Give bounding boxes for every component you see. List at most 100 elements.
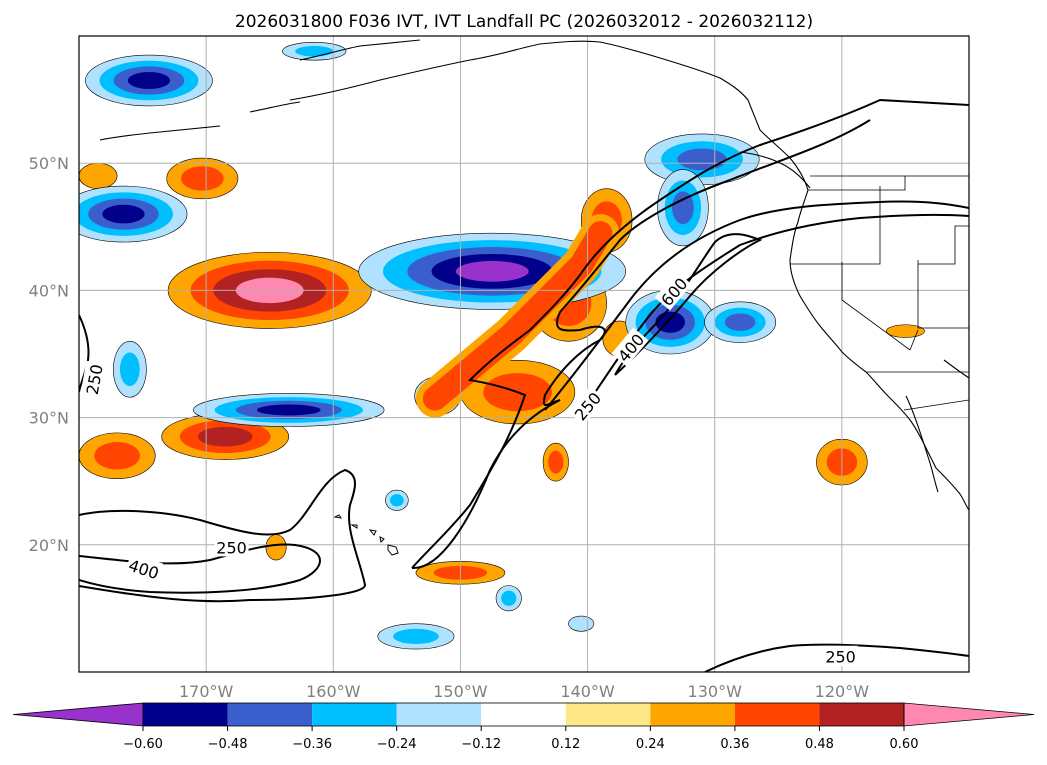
colorbar-box	[481, 703, 566, 726]
colorbar-label: 0.60	[890, 737, 919, 752]
atmospheric-river-band	[415, 214, 620, 418]
contour-label: 250	[216, 538, 247, 557]
pc-positive-region-level	[79, 162, 118, 189]
pc-positive-region-13	[79, 162, 118, 189]
lon-tick-label: 120°W	[815, 682, 870, 701]
pc-fill-layer	[79, 42, 925, 650]
pc-negative-region-8	[113, 340, 147, 398]
lat-tick-label: 50°N	[29, 154, 69, 173]
colorbar-label: 0.36	[720, 737, 749, 752]
pc-negative-region-level	[568, 615, 595, 632]
hawaii-islands	[333, 514, 399, 556]
pc-negative-region-1	[79, 185, 188, 243]
lon-tick-label: 140°W	[560, 682, 615, 701]
colorbar-box	[227, 703, 313, 726]
pc-negative-region-9	[377, 623, 455, 650]
pc-positive-region-level	[180, 166, 224, 191]
contour-label-group: 400	[124, 553, 164, 583]
pc-negative-region-2	[85, 54, 213, 107]
contour-label-bg	[214, 536, 249, 557]
state-borders	[790, 175, 969, 411]
contour-label-bg	[611, 327, 649, 367]
pc-negative-region-level	[501, 590, 517, 606]
atmospheric-river-band-level	[422, 221, 613, 411]
pc-negative-region-3	[644, 133, 760, 186]
lon-tick-label: 170°W	[179, 682, 234, 701]
colorbar: −0.60 −0.48 −0.36 −0.24 −0.12 0.12 0.24 0.36 0.4…	[12, 702, 1035, 752]
map-frame	[78, 35, 970, 673]
pc-negative-region-level	[393, 628, 439, 645]
contour-label-bg	[654, 271, 692, 311]
colorbar-extend-high	[903, 702, 1035, 727]
pc-negative-region-level	[724, 313, 756, 331]
colorbar-box	[650, 703, 735, 726]
contour-label-group: 250	[823, 645, 858, 667]
ivt-contour-250-edge	[79, 314, 90, 393]
lat-tick-label: 20°N	[29, 536, 69, 555]
colorbar-labels: −0.60 −0.48 −0.36 −0.24 −0.12 0.12 0.24 0.36 0.4…	[123, 726, 918, 752]
colorbar-outline	[142, 702, 905, 727]
pc-negative-region-7	[193, 393, 385, 427]
colorbar-boxes	[12, 702, 1035, 727]
colorbar-label: 0.48	[805, 737, 834, 752]
colorbar-box	[312, 703, 397, 726]
pc-positive-region-level	[197, 426, 253, 447]
pc-negative-region-level	[677, 148, 727, 171]
pc-positive-region-level	[94, 442, 141, 470]
colorbar-label: −0.24	[377, 737, 417, 752]
pc-negative-region-11	[385, 489, 409, 511]
lat-tick-labels: 50°N 40°N 30°N 20°N	[29, 154, 69, 555]
pc-positive-region-11	[886, 324, 925, 338]
map-background	[79, 36, 969, 672]
ivt-contour-400-west	[79, 543, 321, 594]
pc-positive-region-1	[166, 157, 239, 200]
pc-negative-region-level	[127, 72, 171, 89]
colorbar-box	[734, 703, 820, 726]
contour-label-bg	[80, 360, 107, 398]
colorbar-label: 0.24	[636, 737, 665, 752]
pc-negative-region-13	[282, 42, 347, 61]
lon-tick-label: 160°W	[306, 682, 361, 701]
pc-negative-region-14	[568, 615, 595, 632]
contour-label-bg	[124, 553, 164, 583]
contour-label-bg	[823, 645, 858, 666]
lon-tick-label: 130°W	[688, 682, 743, 701]
colorbar-box	[143, 703, 228, 726]
gridlines	[79, 36, 969, 672]
pc-positive-region-3	[79, 432, 156, 479]
contour-label: 250	[825, 648, 856, 667]
chart-title: 2026031800 F036 IVT, IVT Landfall PC (20…	[235, 12, 813, 32]
pc-positive-region-8	[542, 442, 569, 482]
ivt-contour-250-east	[544, 200, 969, 411]
lat-tick-label: 40°N	[29, 281, 69, 300]
lon-tick-label: 150°W	[433, 682, 488, 701]
pc-negative-region-level	[257, 404, 321, 416]
colorbar-label: −0.36	[292, 737, 332, 752]
pc-negative-region-level	[455, 260, 529, 282]
pc-positive-region-level	[548, 450, 564, 474]
pc-negative-region-12	[495, 585, 522, 612]
pc-positive-region-9	[265, 534, 287, 561]
colorbar-box	[565, 703, 651, 726]
pc-negative-region-4	[657, 169, 709, 247]
pc-negative-region-level	[389, 494, 404, 507]
ivt-contour-250-main-inner	[411, 119, 871, 570]
colorbar-extend-low	[12, 702, 144, 727]
colorbar-box	[396, 703, 482, 726]
colorbar-label: −0.48	[208, 737, 248, 752]
pc-positive-region-level	[265, 534, 287, 561]
colorbar-label: 0.12	[551, 737, 580, 752]
coastline	[99, 39, 969, 511]
pc-positive-region-level	[886, 324, 925, 338]
pc-negative-region-level	[102, 204, 145, 224]
colorbar-label: −0.12	[461, 737, 501, 752]
pc-negative-region-level	[119, 352, 140, 387]
colorbar-label: −0.60	[123, 737, 163, 752]
lon-tick-labels: 170°W 160°W 150°W 140°W 130°W 120°W	[179, 682, 869, 701]
contour-label-bg	[568, 386, 606, 425]
contour-label-group: 250	[214, 536, 249, 557]
pc-negative-region-level	[295, 45, 334, 57]
ivt-contour-250-south	[704, 643, 969, 672]
ivt-contour-600	[614, 233, 763, 376]
